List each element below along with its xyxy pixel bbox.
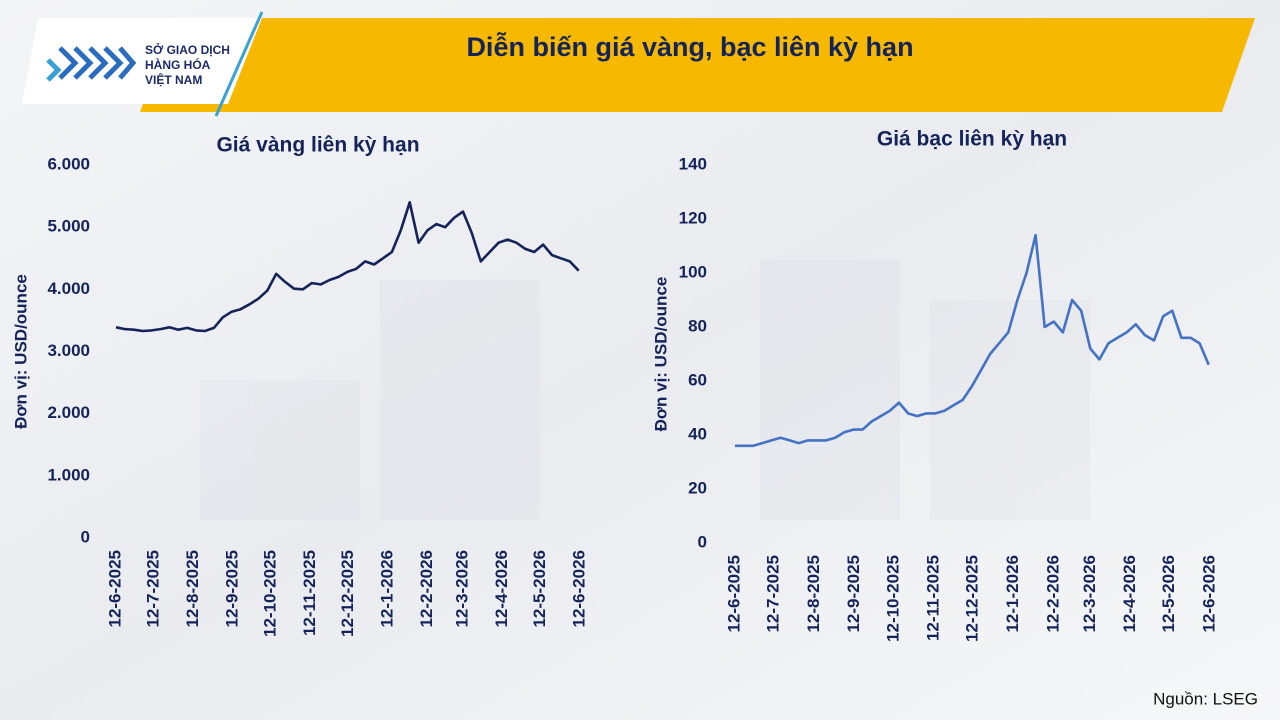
- x-tick-label: 12-9-2025: [222, 550, 241, 628]
- x-tick-label: 12-9-2025: [844, 555, 863, 633]
- y-tick-label: 40: [688, 424, 707, 443]
- price-line: [115, 201, 580, 333]
- x-tick-label: 12-5-2026: [530, 550, 549, 628]
- source: Nguồn: LSEG: [1153, 689, 1258, 708]
- logo-panel: [22, 18, 262, 104]
- logo-text: VIỆT NAM: [145, 72, 202, 87]
- y-tick-label: 0: [81, 527, 90, 546]
- x-tick-label: 12-11-2025: [300, 550, 319, 636]
- y-tick-label: 0: [698, 532, 707, 551]
- y-axis-label: Đơn vị: USD/ounce: [11, 274, 30, 429]
- x-tick-label: 12-3-2026: [1080, 555, 1099, 633]
- x-tick-label: 12-5-2026: [1159, 555, 1178, 633]
- x-tick-label: 12-3-2026: [453, 550, 472, 628]
- y-tick-label: 1.000: [47, 465, 90, 484]
- page-title: Diễn biến giá vàng, bạc liên kỳ hạn: [466, 31, 913, 62]
- logo-accent: [214, 11, 264, 117]
- y-tick-label: 4.000: [47, 279, 90, 298]
- x-tick-label: 12-6-2025: [105, 550, 124, 628]
- x-tick-label: 12-7-2025: [144, 550, 163, 628]
- y-tick-label: 80: [688, 316, 707, 335]
- x-tick-label: 12-1-2026: [378, 550, 397, 628]
- y-axis-label: Đơn vị: USD/ounce: [651, 277, 670, 432]
- x-tick-label: 12-11-2025: [924, 555, 943, 641]
- price-line: [735, 233, 1210, 448]
- x-tick-label: 12-6-2026: [569, 550, 588, 628]
- logo-text: SỞ GIAO DỊCH: [145, 42, 230, 57]
- x-tick-label: 12-6-2026: [1199, 555, 1218, 633]
- y-tick-label: 60: [688, 370, 707, 389]
- logo-text: HÀNG HÓA: [145, 57, 211, 72]
- y-tick-label: 120: [679, 208, 707, 227]
- x-tick-label: 12-2-2026: [417, 550, 436, 628]
- x-tick-label: 12-12-2025: [963, 555, 982, 642]
- x-tick-label: 12-4-2026: [492, 550, 511, 628]
- logo-mark: [46, 46, 137, 82]
- map-decoration: [200, 260, 1090, 520]
- y-tick-label: 5.000: [47, 217, 90, 236]
- x-tick-label: 12-8-2025: [183, 550, 202, 628]
- x-tick-label: 12-4-2026: [1120, 555, 1139, 633]
- y-tick-label: 6.000: [47, 154, 90, 173]
- y-tick-label: 100: [679, 262, 707, 281]
- x-tick-label: 12-8-2025: [804, 555, 823, 633]
- y-tick-label: 3.000: [47, 341, 90, 360]
- x-tick-label: 12-6-2025: [724, 555, 743, 633]
- y-tick-label: 20: [688, 478, 707, 497]
- y-tick-label: 2.000: [47, 403, 90, 422]
- x-tick-label: 12-7-2025: [764, 555, 783, 633]
- x-tick-label: 12-1-2026: [1003, 555, 1022, 633]
- title-banner: [140, 18, 1255, 112]
- y-tick-label: 140: [679, 154, 707, 173]
- chart-title: Giá bạc liên kỳ hạn: [877, 128, 1067, 151]
- x-tick-label: 12-10-2025: [883, 555, 902, 642]
- x-tick-label: 12-10-2025: [261, 550, 280, 637]
- x-tick-label: 12-12-2025: [338, 550, 357, 637]
- chart-title: Giá vàng liên kỳ hạn: [216, 134, 419, 157]
- x-tick-label: 12-2-2026: [1043, 555, 1062, 633]
